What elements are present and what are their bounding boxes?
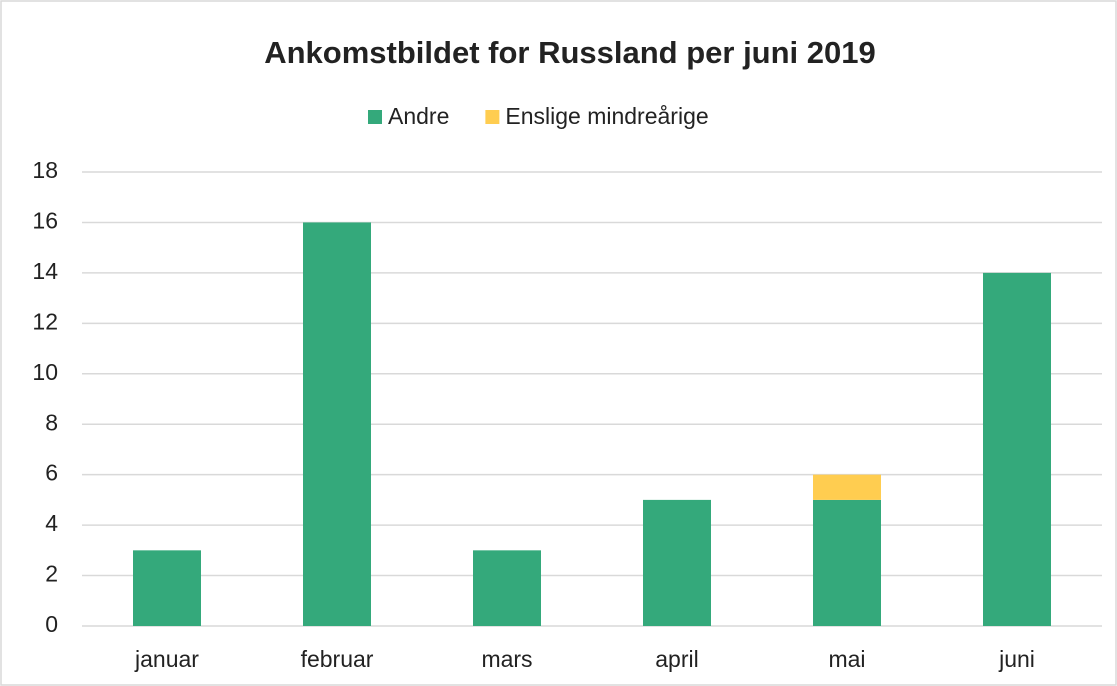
- legend-label: Enslige mindreårige: [505, 103, 708, 129]
- x-tick-label: mars: [481, 646, 532, 672]
- chart-title: Ankomstbildet for Russland per juni 2019: [264, 35, 876, 70]
- bar: [473, 550, 541, 626]
- x-tick-label: februar: [301, 646, 374, 672]
- bar: [813, 474, 881, 500]
- bar: [813, 499, 881, 626]
- bar: [643, 499, 711, 626]
- bar: [983, 272, 1051, 626]
- x-tick-label: juni: [998, 646, 1035, 672]
- x-tick-label: januar: [134, 646, 199, 672]
- x-tick-label: mai: [828, 646, 865, 672]
- y-tick-label: 14: [32, 258, 58, 284]
- bar: [303, 222, 371, 626]
- y-tick-label: 12: [32, 308, 58, 334]
- x-tick-label: april: [655, 646, 698, 672]
- y-tick-label: 4: [45, 510, 58, 536]
- bar: [133, 550, 201, 626]
- y-tick-label: 16: [32, 208, 58, 234]
- y-tick-label: 2: [45, 561, 58, 587]
- legend-swatch: [368, 110, 382, 124]
- y-tick-label: 0: [45, 611, 58, 637]
- y-tick-label: 10: [32, 359, 58, 385]
- y-tick-label: 18: [32, 157, 58, 183]
- y-tick-label: 8: [45, 409, 58, 435]
- y-tick-label: 6: [45, 460, 58, 486]
- legend-label: Andre: [388, 103, 449, 129]
- legend-swatch: [485, 110, 500, 124]
